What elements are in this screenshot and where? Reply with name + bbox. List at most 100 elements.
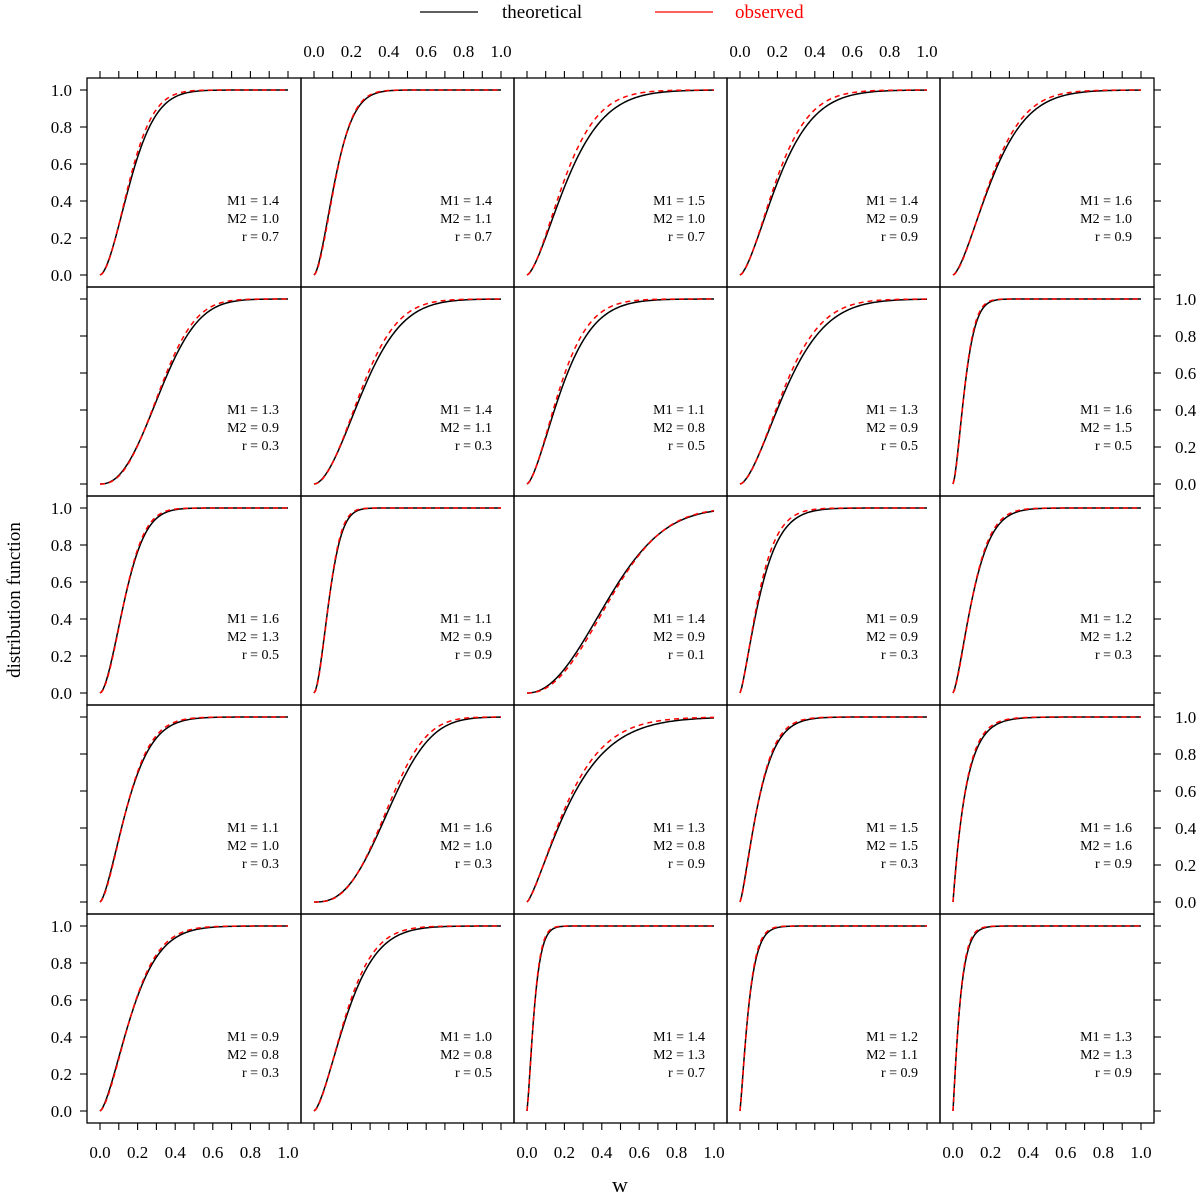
panel-m1-label: M1 = 1.4 bbox=[440, 403, 492, 418]
panel-r-label: r = 0.3 bbox=[881, 648, 918, 663]
panel: M1 = 1.3 M2 = 1.3 r = 0.9 bbox=[939, 913, 1155, 1124]
panel-m2-label: M2 = 1.5 bbox=[866, 839, 918, 854]
panel-frame bbox=[513, 286, 728, 497]
x-tick-label-top: 1.0 bbox=[490, 42, 511, 61]
x-axis-title: w bbox=[612, 1172, 628, 1196]
theoretical-curve bbox=[526, 925, 714, 1112]
panel: M1 = 1.6 M2 = 1.6 r = 0.9 bbox=[939, 704, 1155, 915]
panel-frame bbox=[86, 77, 302, 288]
observed-curve bbox=[739, 716, 927, 903]
legend: theoretical observed bbox=[420, 2, 804, 23]
observed-curve bbox=[99, 716, 288, 903]
x-tick-label-bottom: 0.2 bbox=[980, 1143, 1001, 1162]
panel-frame bbox=[939, 913, 1155, 1124]
panel-m1-label: M1 = 1.4 bbox=[653, 1030, 705, 1045]
theoretical-curve bbox=[952, 507, 1141, 694]
observed-curve bbox=[313, 89, 501, 276]
observed-curve bbox=[99, 507, 288, 694]
panel-frame bbox=[513, 913, 728, 1124]
panel: M1 = 1.5 M2 = 1.5 r = 0.3 bbox=[726, 704, 941, 915]
y-tick-label-right: 1.0 bbox=[1175, 290, 1196, 309]
x-tick-label-top: 0.0 bbox=[729, 42, 750, 61]
legend-observed-label: observed bbox=[735, 2, 804, 23]
x-tick-label-bottom: 0.2 bbox=[554, 1143, 575, 1162]
panel-r-label: r = 0.3 bbox=[242, 857, 279, 872]
theoretical-curve bbox=[99, 298, 289, 485]
panel-m1-label: M1 = 1.5 bbox=[653, 194, 705, 209]
panel: M1 = 1.4 M2 = 1.3 r = 0.7 bbox=[513, 913, 728, 1124]
panel-r-label: r = 0.3 bbox=[455, 857, 492, 872]
theoretical-curve bbox=[526, 717, 715, 903]
panel-r-label: r = 0.3 bbox=[1095, 648, 1132, 663]
observed-curve bbox=[526, 89, 714, 276]
theoretical-curve bbox=[99, 716, 288, 903]
x-tick-label-top: 0.8 bbox=[453, 42, 474, 61]
panel-m1-label: M1 = 1.6 bbox=[440, 821, 492, 836]
panel-r-label: r = 0.5 bbox=[242, 648, 279, 663]
x-tick-label-bottom: 0.0 bbox=[516, 1143, 537, 1162]
panel-frame bbox=[513, 77, 728, 288]
y-tick-label-left: 0.0 bbox=[51, 1102, 72, 1121]
observed-curve bbox=[739, 298, 928, 485]
theoretical-curve bbox=[952, 298, 1141, 485]
x-tick-label-bottom: 0.4 bbox=[1018, 1143, 1040, 1162]
x-tick-label-bottom: 0.8 bbox=[666, 1143, 687, 1162]
panel-frame bbox=[300, 704, 515, 915]
y-tick-label-right: 0.0 bbox=[1175, 893, 1196, 912]
x-tick-label-bottom: 0.4 bbox=[591, 1143, 613, 1162]
observed-curve bbox=[952, 925, 1141, 1112]
panel-m2-label: M2 = 0.8 bbox=[440, 1048, 492, 1063]
panel-m1-label: M1 = 1.1 bbox=[227, 821, 279, 836]
x-tick-label-bottom: 0.6 bbox=[202, 1143, 223, 1162]
theoretical-curve bbox=[952, 716, 1141, 903]
y-tick-label-left: 0.8 bbox=[51, 954, 72, 973]
theoretical-curve bbox=[739, 716, 927, 903]
y-tick-label-left: 0.0 bbox=[51, 266, 72, 285]
panel-m1-label: M1 = 1.4 bbox=[440, 194, 492, 209]
panel-m1-label: M1 = 1.3 bbox=[866, 403, 918, 418]
theoretical-curve bbox=[952, 89, 1142, 276]
panel-m2-label: M2 = 0.9 bbox=[440, 630, 492, 645]
panel-r-label: r = 0.7 bbox=[455, 230, 492, 245]
panel: M1 = 1.4 M2 = 0.9 r = 0.9 bbox=[726, 77, 941, 288]
y-tick-label-left: 0.0 bbox=[51, 684, 72, 703]
x-tick-label-bottom: 0.6 bbox=[1055, 1143, 1076, 1162]
x-tick-label-bottom: 1.0 bbox=[1130, 1143, 1151, 1162]
x-tick-label-bottom: 0.8 bbox=[1093, 1143, 1114, 1162]
panel-frame bbox=[300, 913, 515, 1124]
panel-r-label: r = 0.9 bbox=[455, 648, 492, 663]
observed-curve bbox=[99, 89, 288, 276]
observed-curve bbox=[952, 507, 1141, 694]
axis-ticks: 0.0 0.2 0.4 0.6 0.8 1.0 0.0 0.2 0.4 0.6 0.8 1.0 0.0 0… bbox=[51, 42, 1197, 1162]
panel-r-label: r = 0.7 bbox=[668, 1066, 705, 1081]
panel: M1 = 1.4 M2 = 1.1 r = 0.7 bbox=[300, 77, 515, 288]
observed-curve bbox=[313, 298, 502, 485]
panel: M1 = 0.9 M2 = 0.9 r = 0.3 bbox=[726, 495, 941, 706]
panel-m1-label: M1 = 1.0 bbox=[440, 1030, 492, 1045]
theoretical-curve bbox=[739, 925, 927, 1112]
panel: M1 = 1.6 M2 = 1.5 r = 0.5 bbox=[939, 286, 1155, 497]
panel-r-label: r = 0.3 bbox=[455, 439, 492, 454]
observed-curve bbox=[526, 509, 715, 694]
panel-m2-label: M2 = 1.1 bbox=[440, 421, 492, 436]
panel-r-label: r = 0.3 bbox=[881, 857, 918, 872]
y-tick-label-left: 0.6 bbox=[51, 155, 72, 174]
x-tick-label-top: 0.6 bbox=[416, 42, 437, 61]
panel: M1 = 1.4 M2 = 1.1 r = 0.3 bbox=[300, 286, 515, 497]
panel: M1 = 1.6 M2 = 1.0 r = 0.9 bbox=[939, 77, 1155, 288]
observed-curve bbox=[739, 507, 927, 694]
panel-m2-label: M2 = 1.0 bbox=[227, 839, 279, 854]
theoretical-curve bbox=[313, 925, 501, 1112]
y-tick-label-right: 0.6 bbox=[1175, 782, 1196, 801]
x-tick-label-top: 0.6 bbox=[842, 42, 863, 61]
panel-m1-label: M1 = 1.4 bbox=[653, 612, 705, 627]
observed-curve bbox=[313, 925, 501, 1112]
panel-m2-label: M2 = 0.8 bbox=[227, 1048, 279, 1063]
y-tick-label-right: 0.4 bbox=[1175, 401, 1197, 420]
panel: M1 = 1.3 M2 = 0.9 r = 0.3 bbox=[86, 286, 302, 497]
y-tick-label-left: 0.4 bbox=[51, 192, 73, 211]
panel-frame bbox=[939, 704, 1155, 915]
y-tick-label-left: 0.8 bbox=[51, 536, 72, 555]
y-tick-label-right: 0.0 bbox=[1175, 475, 1196, 494]
panel-m1-label: M1 = 1.6 bbox=[227, 612, 279, 627]
